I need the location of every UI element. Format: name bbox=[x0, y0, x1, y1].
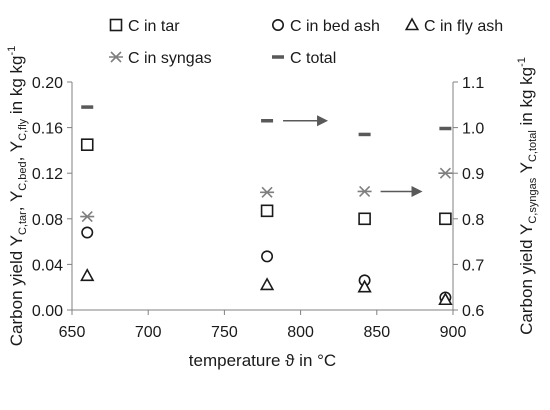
arrow-head bbox=[411, 185, 423, 197]
data-marks bbox=[80, 105, 453, 306]
c-in-fly-ash-point bbox=[259, 277, 275, 291]
c-in-fly-ash-point bbox=[80, 268, 95, 282]
legend: C in tar C in bed ash C in fly ash C in syn… bbox=[109, 17, 503, 67]
ticks: 650 700 750 800 850 900 0.00 0.04 0.08 0.12 0.16 0.… bbox=[32, 75, 484, 341]
x-axis-label: temperature ϑ in °C bbox=[189, 351, 336, 370]
legend-marker-square bbox=[109, 18, 123, 32]
legend-marker-circle bbox=[271, 18, 284, 31]
y-axis-left-label: Carbon yield YC,tar, YC,bed, YC,fly in k… bbox=[6, 46, 29, 346]
y-axis-right-label: Carbon yield YC,syngas YC,total in kg kg… bbox=[516, 57, 539, 335]
axes bbox=[71, 82, 454, 311]
c-in-syngas-point bbox=[80, 210, 95, 223]
c-in-syngas-point bbox=[260, 186, 275, 198]
c-in-syngas-point bbox=[357, 185, 372, 198]
legend-label: C in bed ash bbox=[290, 18, 380, 35]
legend-label: C in tar bbox=[128, 18, 180, 35]
y-right-tick-label: 0.7 bbox=[462, 257, 484, 274]
c-in-fly-ash-point bbox=[357, 279, 372, 293]
legend-label: C in fly ash bbox=[424, 18, 503, 35]
c-in-syngas-point bbox=[438, 167, 453, 179]
x-tick-label: 850 bbox=[363, 324, 390, 341]
arrow-head bbox=[317, 115, 329, 127]
y-left-tick-label: 0.16 bbox=[32, 121, 63, 138]
y-left-tick-label: 0.12 bbox=[32, 166, 63, 183]
c-in-fly-ash-point bbox=[438, 292, 453, 306]
legend-label: C total bbox=[290, 50, 336, 67]
c-in-tar-point bbox=[358, 212, 371, 226]
x-tick-label: 650 bbox=[59, 324, 86, 341]
axis-labels: temperature ϑ in °C Carbon yield YC,tar, … bbox=[6, 46, 539, 370]
y-right-tick-label: 0.9 bbox=[462, 166, 484, 183]
c-in-bed-ash-point bbox=[81, 226, 94, 239]
x-tick-label: 700 bbox=[135, 324, 162, 341]
c-in-tar-point bbox=[260, 204, 274, 218]
y-left-tick-label: 0.00 bbox=[32, 303, 63, 320]
legend-marker-triangle bbox=[404, 17, 420, 31]
annotation-arrows bbox=[283, 115, 423, 197]
legend-label: C in syngas bbox=[128, 50, 212, 67]
y-right-tick-label: 1.0 bbox=[462, 121, 484, 138]
y-left-tick-label: 0.04 bbox=[32, 257, 63, 274]
c-in-tar-point bbox=[80, 138, 94, 151]
x-tick-label: 750 bbox=[211, 324, 238, 341]
c-in-tar-point bbox=[439, 212, 452, 226]
y-left-tick-label: 0.08 bbox=[32, 212, 63, 229]
x-tick-label: 900 bbox=[440, 324, 467, 341]
y-right-tick-label: 1.1 bbox=[462, 75, 484, 92]
x-tick-label: 800 bbox=[287, 324, 314, 341]
c-in-bed-ash-point bbox=[261, 250, 274, 263]
legend-marker-asterisk bbox=[109, 51, 123, 63]
y-left-tick-label: 0.20 bbox=[32, 75, 63, 92]
y-right-tick-label: 0.8 bbox=[462, 212, 484, 229]
y-right-tick-label: 0.6 bbox=[462, 303, 484, 320]
